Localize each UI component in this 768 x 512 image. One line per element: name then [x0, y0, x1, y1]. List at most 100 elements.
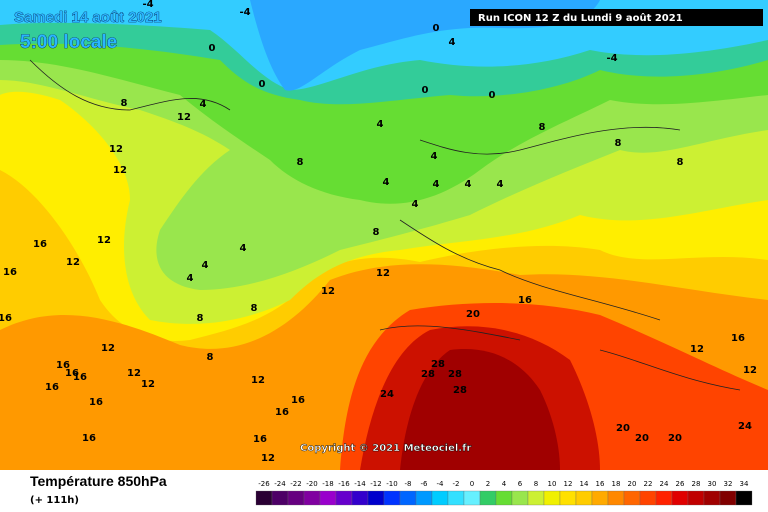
- contour-label: 4: [497, 179, 504, 190]
- scale-label: -12: [370, 480, 381, 488]
- contour-label: 16: [89, 397, 103, 408]
- scale-swatch: [319, 490, 337, 506]
- contour-label: 4: [412, 199, 419, 210]
- date: Samedi 14 août 2021: [14, 9, 162, 26]
- contour-label: 8: [121, 98, 128, 109]
- scale-swatch: [303, 490, 321, 506]
- scale-swatch: [271, 490, 289, 506]
- contour-label: 16: [275, 407, 289, 418]
- scale-label: -16: [338, 480, 350, 488]
- contour-label: 28: [448, 369, 462, 380]
- contour-label: 12: [376, 268, 390, 279]
- scale-label: 14: [580, 480, 589, 488]
- contour-label: 16: [45, 382, 59, 393]
- contour-label: 16: [65, 368, 79, 379]
- coastlines: [29, 59, 741, 391]
- scale-label: -8: [405, 480, 412, 488]
- contour-label: 0: [422, 85, 429, 96]
- scale-label: 20: [628, 480, 637, 488]
- scale-swatch: [671, 490, 689, 506]
- scale-swatch: [495, 490, 513, 506]
- contour-label: 4: [240, 243, 247, 254]
- scale-swatch: [575, 490, 593, 506]
- contour-label: 16: [518, 295, 532, 306]
- contour-label: 8: [251, 303, 258, 314]
- scale-swatch: [255, 490, 273, 506]
- contour-label: 12: [127, 368, 141, 379]
- contour-label: 8: [207, 352, 214, 363]
- scale-swatch: [415, 490, 433, 506]
- scale-label: -6: [421, 480, 429, 488]
- contour-label: 8: [677, 157, 684, 168]
- contour-label: 0: [259, 79, 266, 90]
- contour-label: 16: [731, 333, 745, 344]
- scale-label: 4: [502, 480, 507, 488]
- contour-label: 24: [380, 389, 394, 400]
- contour-label: 12: [101, 343, 115, 354]
- contour-label: 4: [465, 179, 472, 190]
- scale-label: 10: [548, 480, 557, 488]
- contour-label: 28: [453, 385, 467, 396]
- contour-label: 20: [635, 433, 649, 444]
- scale-swatch: [543, 490, 561, 506]
- scale-swatch: [559, 490, 577, 506]
- region-darker-red: [400, 349, 560, 470]
- copyright: Copyright © 2021 Meteociel.fr: [300, 443, 471, 454]
- contour-label: 4: [383, 177, 390, 188]
- contour-label: 4: [202, 260, 209, 271]
- contour-label: 12: [141, 379, 155, 390]
- scale-label: 6: [518, 480, 523, 488]
- contour-label: 12: [109, 144, 123, 155]
- run-box: [470, 9, 763, 26]
- contour-label: 12: [261, 453, 275, 464]
- field-title: Température 850hPa: [30, 473, 167, 489]
- contour-label: 0: [489, 90, 496, 101]
- contour-label: 8: [197, 313, 204, 324]
- scale-label: 8: [534, 480, 538, 488]
- contour-label: 24: [738, 421, 752, 432]
- contour-label: 4: [200, 99, 207, 110]
- contour-label: 0: [209, 43, 216, 54]
- scale-label: -18: [322, 480, 333, 488]
- scale-swatch: [591, 490, 609, 506]
- contour-label: 12: [66, 257, 80, 268]
- scale-label: -24: [274, 480, 286, 488]
- contour-label: 20: [668, 433, 682, 444]
- scale-label: 34: [740, 480, 749, 488]
- contour-label: 12: [97, 235, 111, 246]
- scale-label: -20: [306, 480, 317, 488]
- scale-label: 16: [596, 480, 605, 488]
- scale-label: 24: [660, 480, 669, 488]
- contour-label: 8: [373, 227, 380, 238]
- contour-label: 16: [33, 239, 47, 250]
- contour-label: 16: [0, 313, 12, 324]
- scale-swatch: [623, 490, 641, 506]
- contour-label: 4: [187, 273, 194, 284]
- contour-label: -4: [606, 53, 617, 64]
- scale-swatch: [431, 490, 449, 506]
- contour-label: -4: [142, 0, 153, 10]
- contour-label: 16: [56, 360, 70, 371]
- scale-label: 26: [676, 480, 685, 488]
- scale-swatch: [447, 490, 465, 506]
- contour-label: 28: [431, 359, 445, 370]
- contour-label: 20: [616, 423, 630, 434]
- contour-label: 4: [431, 151, 438, 162]
- scale-swatch: [399, 490, 417, 506]
- local-time: 5:00 locale: [20, 32, 117, 53]
- scale-swatch: [719, 490, 737, 506]
- scale-swatch: [335, 490, 353, 506]
- scale-label: 2: [486, 480, 490, 488]
- contour-label: 16: [82, 433, 96, 444]
- contour-label: -4: [239, 7, 250, 18]
- contour-label: 16: [73, 372, 87, 383]
- forecast-hour: (+ 111h): [30, 495, 79, 506]
- scale-label: -14: [354, 480, 366, 488]
- scale-swatch: [287, 490, 305, 506]
- scale-label: -22: [290, 480, 301, 488]
- scale-swatch: [639, 490, 657, 506]
- scale-swatch: [687, 490, 705, 506]
- contour-label: 12: [321, 286, 335, 297]
- scale-swatch: [383, 490, 401, 506]
